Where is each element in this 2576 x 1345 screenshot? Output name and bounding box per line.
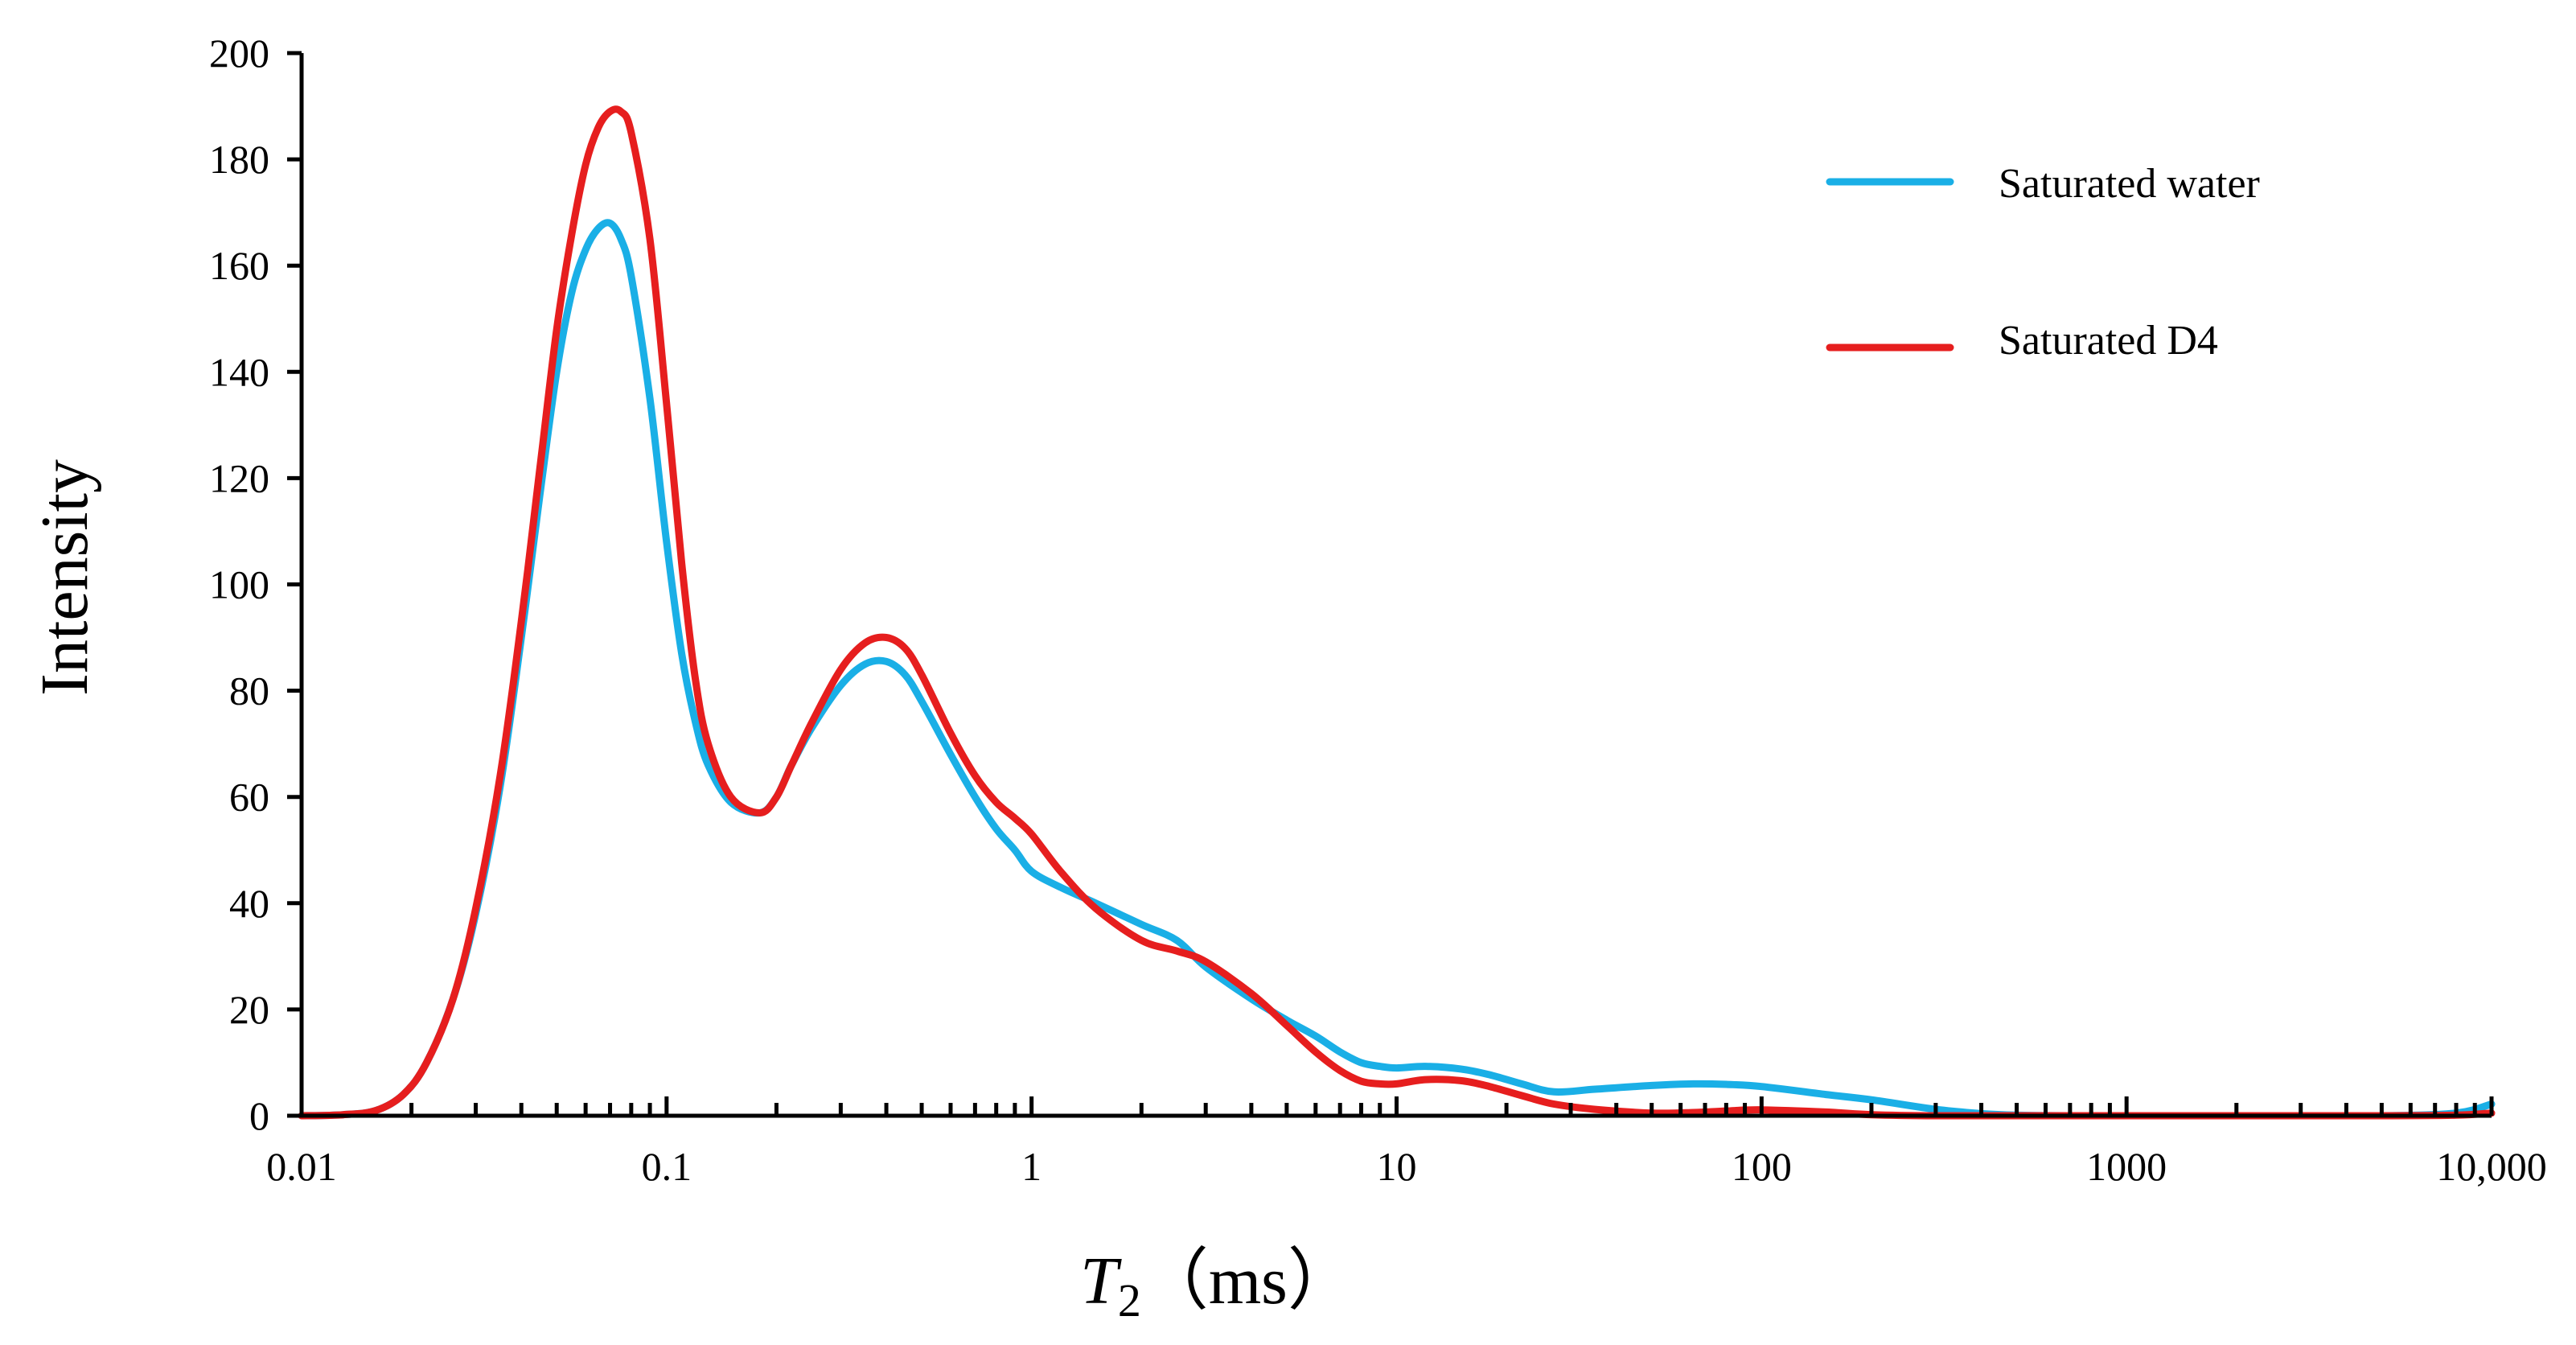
y-tick-label-140: 140 bbox=[209, 349, 269, 394]
y-axis-ticks bbox=[287, 51, 302, 1118]
x-tick-label-0.1: 0.1 bbox=[642, 1144, 692, 1189]
y-tick-label-40: 40 bbox=[229, 881, 269, 926]
x-tick-label-100: 100 bbox=[1732, 1144, 1792, 1189]
x-tick-label-1: 1 bbox=[1021, 1144, 1041, 1189]
x-axis-ticks bbox=[299, 1096, 2494, 1116]
x-tick-label-1000: 1000 bbox=[2086, 1144, 2167, 1189]
x-axis-title-unit: （ms） bbox=[1141, 1244, 1355, 1318]
x-axis-title-subscript: 2 bbox=[1118, 1274, 1141, 1326]
y-tick-label-80: 80 bbox=[229, 668, 269, 714]
legend-label-saturated-water: Saturated water bbox=[1999, 161, 2260, 207]
y-tick-label-160: 160 bbox=[209, 243, 269, 288]
series-lines bbox=[298, 105, 2496, 1120]
y-tick-label-100: 100 bbox=[209, 562, 269, 607]
x-tick-label-0.01: 0.01 bbox=[266, 1144, 337, 1189]
x-axis-title-symbol: T bbox=[1080, 1244, 1122, 1318]
y-tick-label-200: 200 bbox=[209, 31, 269, 76]
y-tick-label-20: 20 bbox=[229, 987, 269, 1032]
y-tick-label-0: 0 bbox=[249, 1093, 269, 1138]
x-axis-title: T2（ms） bbox=[1080, 1244, 1355, 1326]
legend: Saturated water Saturated D4 bbox=[1826, 161, 2260, 364]
x-tick-label-10,000: 10,000 bbox=[2436, 1144, 2547, 1189]
x-tick-labels: 0.01 0.1 1 10 100 1000 10,000 bbox=[266, 1144, 2547, 1189]
y-tick-labels: 0 20 40 60 80 100 120 140 160 180 200 bbox=[209, 31, 269, 1138]
y-tick-label-120: 120 bbox=[209, 455, 269, 500]
series-line-saturated-d4 bbox=[298, 105, 2496, 1120]
y-axis-title: Intensity bbox=[27, 459, 102, 696]
legend-label-saturated-d4: Saturated D4 bbox=[1999, 318, 2218, 364]
y-tick-label-180: 180 bbox=[209, 137, 269, 182]
y-tick-label-60: 60 bbox=[229, 775, 269, 820]
x-tick-label-10: 10 bbox=[1377, 1144, 1417, 1189]
series-line-saturated-water bbox=[298, 219, 2496, 1120]
